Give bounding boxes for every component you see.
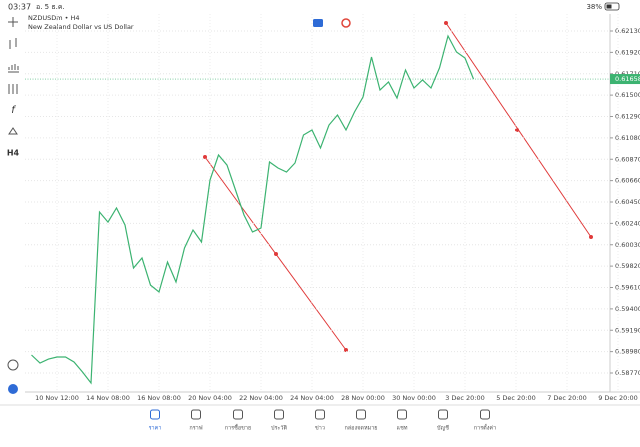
tab-icon[interactable] [480,409,490,420]
plot: 0.62130 0.61920 0.61710 0.61500 0.61290 0.610… [25,14,640,402]
tab-icon[interactable] [438,409,448,420]
y-tick-label: 0.60450 [615,198,640,206]
function-tool[interactable]: f [11,105,16,116]
bar-tool[interactable] [8,64,19,73]
y-tick-label: 0.58980 [615,348,640,356]
y-tick-label: 0.61290 [615,113,640,121]
x-tick-label: 3 Dec 20:00 [445,394,485,402]
last-price-label: 0.61658 [615,75,640,83]
chart-subtitle: New Zealand Dollar vs US Dollar [28,23,134,31]
timeframe-button[interactable]: H4 [7,149,20,158]
status-time: 03:37 [8,3,31,12]
y-tick-label: 0.58770 [615,369,640,377]
tab-label[interactable]: กราฟ [189,425,202,432]
trade-button[interactable] [7,359,19,371]
x-tick-label: 22 Nov 04:00 [239,394,283,402]
x-tick-label: 7 Dec 20:00 [547,394,587,402]
objects-tool[interactable] [8,84,18,94]
tab-icon[interactable] [315,409,325,420]
x-tick-label: 9 Dec 20:00 [598,394,638,402]
trendlines [203,21,593,352]
price-line [31,34,475,385]
y-tick-label: 0.59820 [615,262,640,270]
status-battery: 38% [586,3,602,11]
y-tick-label: 0.62130 [615,27,640,35]
crosshair-tool[interactable] [8,17,18,27]
y-tick-label: 0.59610 [615,284,640,292]
y-tick-label: 0.60870 [615,155,640,163]
tab-label[interactable]: ราคา [149,426,162,432]
y-tick-label: 0.61500 [615,91,640,99]
y-tick-label: 0.61080 [615,134,640,142]
x-tick-label: 20 Nov 04:00 [188,394,232,402]
battery-level [606,4,612,9]
y-tick-label: 0.60660 [615,177,640,185]
y-tick-label: 0.61710 [615,70,640,78]
tab-icon[interactable] [150,409,160,420]
y-tick-label: 0.61920 [615,48,640,56]
depth-button[interactable] [341,18,351,28]
status-date: อ. 5 ธ.ค. [36,3,65,11]
buy-sell-button[interactable] [313,19,323,27]
x-tick-label: 28 Nov 00:00 [341,394,385,402]
tab-label[interactable]: บัญชี [437,425,449,432]
tab-icon[interactable] [356,409,366,420]
chart-title: NZDUSDm • H4 [28,14,80,22]
battery-icon [604,2,620,11]
x-tick-label: 24 Nov 04:00 [290,394,334,402]
tab-label[interactable]: ประวัติ [271,425,287,432]
y-tick-label: 0.60240 [615,219,640,227]
tab-label[interactable]: การซื้อขาย [225,424,251,432]
x-tick-label: 10 Nov 12:00 [35,394,79,402]
tab-icon[interactable] [191,409,201,420]
last-price-box [610,74,640,85]
tab-label[interactable]: กล่องจดหมาย [344,426,377,432]
tab-icon[interactable] [274,409,284,420]
x-tick-label: 30 Nov 00:00 [392,394,436,402]
y-tick-label: 0.59190 [615,326,640,334]
left-toolbar [8,17,19,135]
x-tick-label: 14 Nov 08:00 [86,394,130,402]
one-click-button[interactable] [8,384,18,394]
tab-icon[interactable] [397,409,407,420]
tab-label[interactable]: ข่าว [315,426,325,432]
indicator-tool[interactable] [9,38,17,49]
tab-label[interactable]: แชท [397,425,408,432]
y-tick-label: 0.59400 [615,305,640,313]
x-tick-label: 5 Dec 20:00 [496,394,536,402]
tab-icon[interactable] [233,409,243,420]
tab-label[interactable]: การตั้งค่า [474,424,496,432]
shapes-tool[interactable] [8,127,18,135]
y-tick-label: 0.60030 [615,241,640,249]
x-tick-label: 16 Nov 08:00 [137,394,181,402]
